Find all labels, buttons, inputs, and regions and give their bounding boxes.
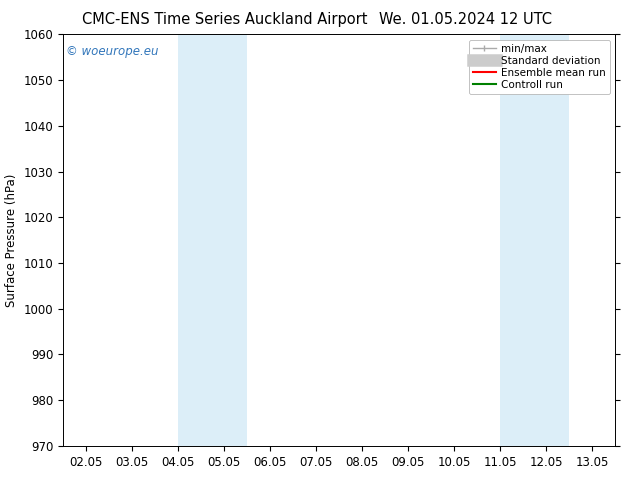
Text: We. 01.05.2024 12 UTC: We. 01.05.2024 12 UTC <box>378 12 552 27</box>
Bar <box>500 34 569 446</box>
Legend: min/max, Standard deviation, Ensemble mean run, Controll run: min/max, Standard deviation, Ensemble me… <box>469 40 610 94</box>
Bar <box>178 34 247 446</box>
Text: © woeurope.eu: © woeurope.eu <box>66 45 158 58</box>
Text: CMC-ENS Time Series Auckland Airport: CMC-ENS Time Series Auckland Airport <box>82 12 368 27</box>
Y-axis label: Surface Pressure (hPa): Surface Pressure (hPa) <box>5 173 18 307</box>
